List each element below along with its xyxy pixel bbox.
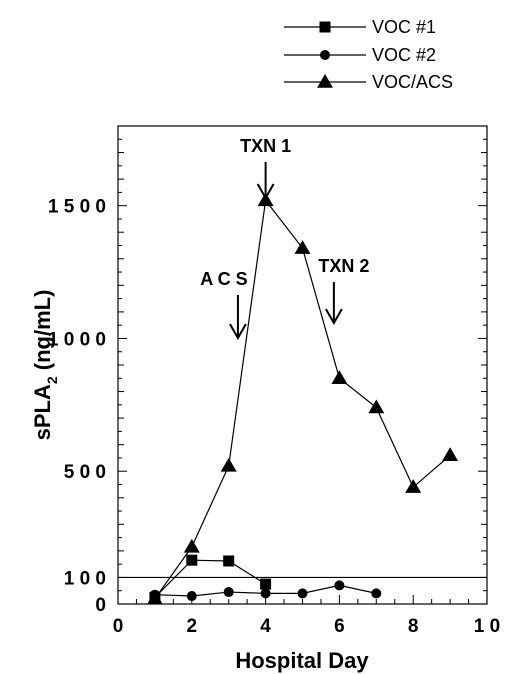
data-point-circle [186,591,197,602]
annotation-label: TXN 2 [318,256,369,276]
plot-frame [117,125,488,605]
data-point-circle [371,588,382,599]
x-tick-label: 0 [113,616,124,637]
legend-label: VOC #2 [372,45,436,65]
legend-marker-circle [320,50,330,60]
x-tick-label: 8 [408,616,419,637]
data-point-triangle [442,447,459,462]
data-point-triangle [183,538,200,553]
data-point-circle [260,588,271,599]
series-line-triangle [154,198,451,600]
y-tick-label: 1 5 0 0 [48,197,106,218]
annotation-label: TXN 1 [240,136,291,156]
y-axis-title: sPLA2 (ng/mL) [30,290,60,441]
data-point-triangle [294,240,311,254]
y-axis-title-subscript: 2 [44,376,60,384]
data-point-square [260,578,272,590]
data-point-circle [334,580,345,591]
data-point-circle [297,588,308,599]
y-axis-title-main: sPLA [30,384,55,440]
legend-marker-square [319,21,331,33]
data-point-square [223,555,235,567]
data-point-triangle [331,370,348,385]
annotation-label: A C S [200,269,247,289]
data-point-triangle [220,457,237,472]
x-tick-label: 4 [260,616,271,637]
x-axis-title: Hospital Day [235,648,369,673]
series-triangle [146,192,459,605]
data-point-triangle [146,590,163,605]
y-axis-title-units: (ng/mL) [30,290,55,377]
annotation-arrow-head [324,308,343,326]
x-tick-label: 2 [187,616,198,637]
x-tick-label: 1 0 [474,616,500,637]
y-tick-label: 1 0 0 [64,568,106,589]
y-tick-label: 0 [95,595,106,616]
legend-label: VOC/ACS [372,72,453,92]
series-line-square [154,559,266,598]
y-tick-label: 1 0 0 0 [48,329,106,350]
y-tick-label: 5 0 0 [64,462,106,483]
data-point-circle [223,587,234,598]
data-point-square [186,554,198,566]
data-point-triangle [368,399,385,414]
legend-marker-triangle [317,74,333,88]
data-point-triangle [405,479,422,493]
legend-label: VOC #1 [372,17,436,37]
annotation-arrow-head [229,323,247,341]
x-tick-label: 6 [334,616,345,637]
annotation-arrow-head [256,183,275,201]
